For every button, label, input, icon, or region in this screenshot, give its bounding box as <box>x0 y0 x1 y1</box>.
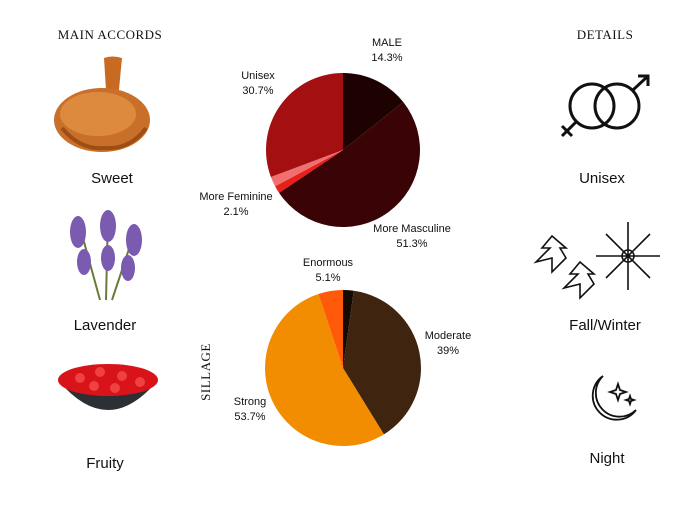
unisex-icon <box>560 74 650 138</box>
slice-label: Enormous <box>303 257 354 269</box>
detail-label: Night <box>589 450 625 467</box>
pie-slice <box>279 102 421 228</box>
accord-label: Lavender <box>74 317 137 334</box>
slice-value: 53.7% <box>234 411 265 423</box>
slice-value: 5.1% <box>315 272 340 284</box>
slice-value: 14.3% <box>371 52 402 64</box>
accord-label: Sweet <box>91 170 134 187</box>
night-icon <box>591 375 637 421</box>
pie-slice <box>270 150 343 187</box>
accord-label: Fruity <box>86 455 124 472</box>
slice-value: 2.1% <box>223 206 248 218</box>
slice-value: 51.3% <box>396 238 427 250</box>
pie-slice <box>275 150 343 193</box>
fruity-image <box>58 364 158 410</box>
slice-label: Moderate <box>425 330 471 342</box>
slice-label: Unisex <box>241 70 275 82</box>
pie-slice <box>318 290 343 368</box>
pie-slice <box>343 73 404 150</box>
detail-label: Fall/Winter <box>569 317 641 334</box>
sweet-image <box>54 56 150 152</box>
chart-title: SILLAGE <box>198 343 213 401</box>
slice-label: MALE <box>372 37 402 49</box>
slice-value: 30.7% <box>242 85 273 97</box>
lavender-image <box>70 210 142 301</box>
pie-slice <box>343 290 421 435</box>
details-title: DETAILS <box>577 27 634 42</box>
fall-winter-icon <box>533 222 660 300</box>
slice-label: More Feminine <box>199 191 272 203</box>
accords-title: MAIN ACCORDS <box>58 27 163 42</box>
pie-slice <box>265 73 343 177</box>
slice-value: 39% <box>437 345 459 357</box>
pie-slice <box>265 293 384 446</box>
slice-label: More Masculine <box>373 223 451 235</box>
slice-label: Strong <box>234 396 266 408</box>
detail-label: Unisex <box>579 170 625 187</box>
pie-slice <box>343 290 354 368</box>
